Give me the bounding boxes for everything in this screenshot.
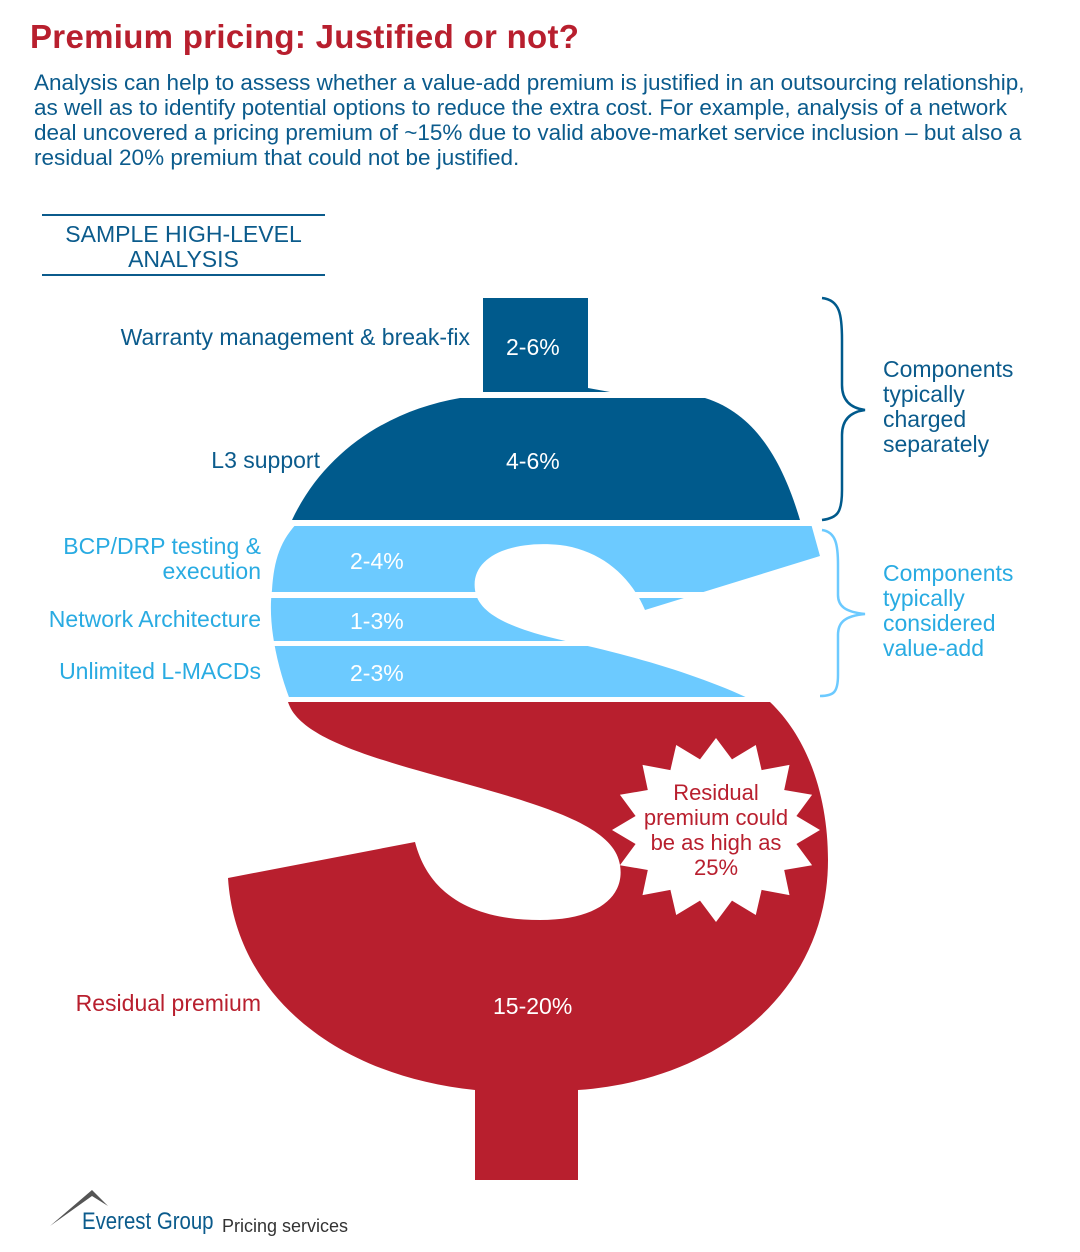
page-title: Premium pricing: Justified or not?	[30, 18, 580, 55]
label-network-architecture: Network Architecture	[48, 606, 261, 632]
brace-value-add	[819, 528, 866, 698]
group-value-add: Components typically considered value-ad…	[883, 560, 1014, 661]
label-l3-support: L3 support	[211, 447, 320, 473]
group-charged-separately: Components typically charged separately	[883, 356, 1014, 457]
label-warranty: Warranty management & break-fix	[120, 324, 470, 350]
brand-name: Everest Group	[82, 1208, 214, 1235]
value-residual-premium: 15-20%	[493, 993, 573, 1019]
label-residual-premium: Residual premium	[75, 990, 261, 1016]
brace-charged-separately	[821, 296, 866, 522]
dollar-s-curve-upper	[474, 544, 830, 700]
intro-paragraph: Analysis can help to assess whether a va…	[34, 70, 1025, 170]
callout-starburst	[612, 738, 820, 922]
value-network-architecture: 1-3%	[350, 608, 404, 634]
brand-tagline: Pricing services	[222, 1216, 349, 1236]
value-warranty: 2-6%	[506, 334, 560, 360]
label-l-macds: Unlimited L-MACDs	[59, 658, 261, 684]
value-bcp-drp: 2-4%	[350, 548, 404, 574]
segment-warranty-tip	[588, 388, 610, 392]
value-l-macds: 2-3%	[350, 660, 404, 686]
label-bcp-drp: BCP/DRP testing & execution	[63, 533, 261, 584]
segment-l3-support	[292, 398, 800, 520]
callout-text: Residual premium could be as high as 25%	[643, 780, 789, 880]
segment-warranty	[483, 298, 588, 392]
sample-heading: SAMPLE HIGH-LEVEL ANALYSIS	[42, 214, 325, 276]
value-l3-support: 4-6%	[506, 448, 560, 474]
